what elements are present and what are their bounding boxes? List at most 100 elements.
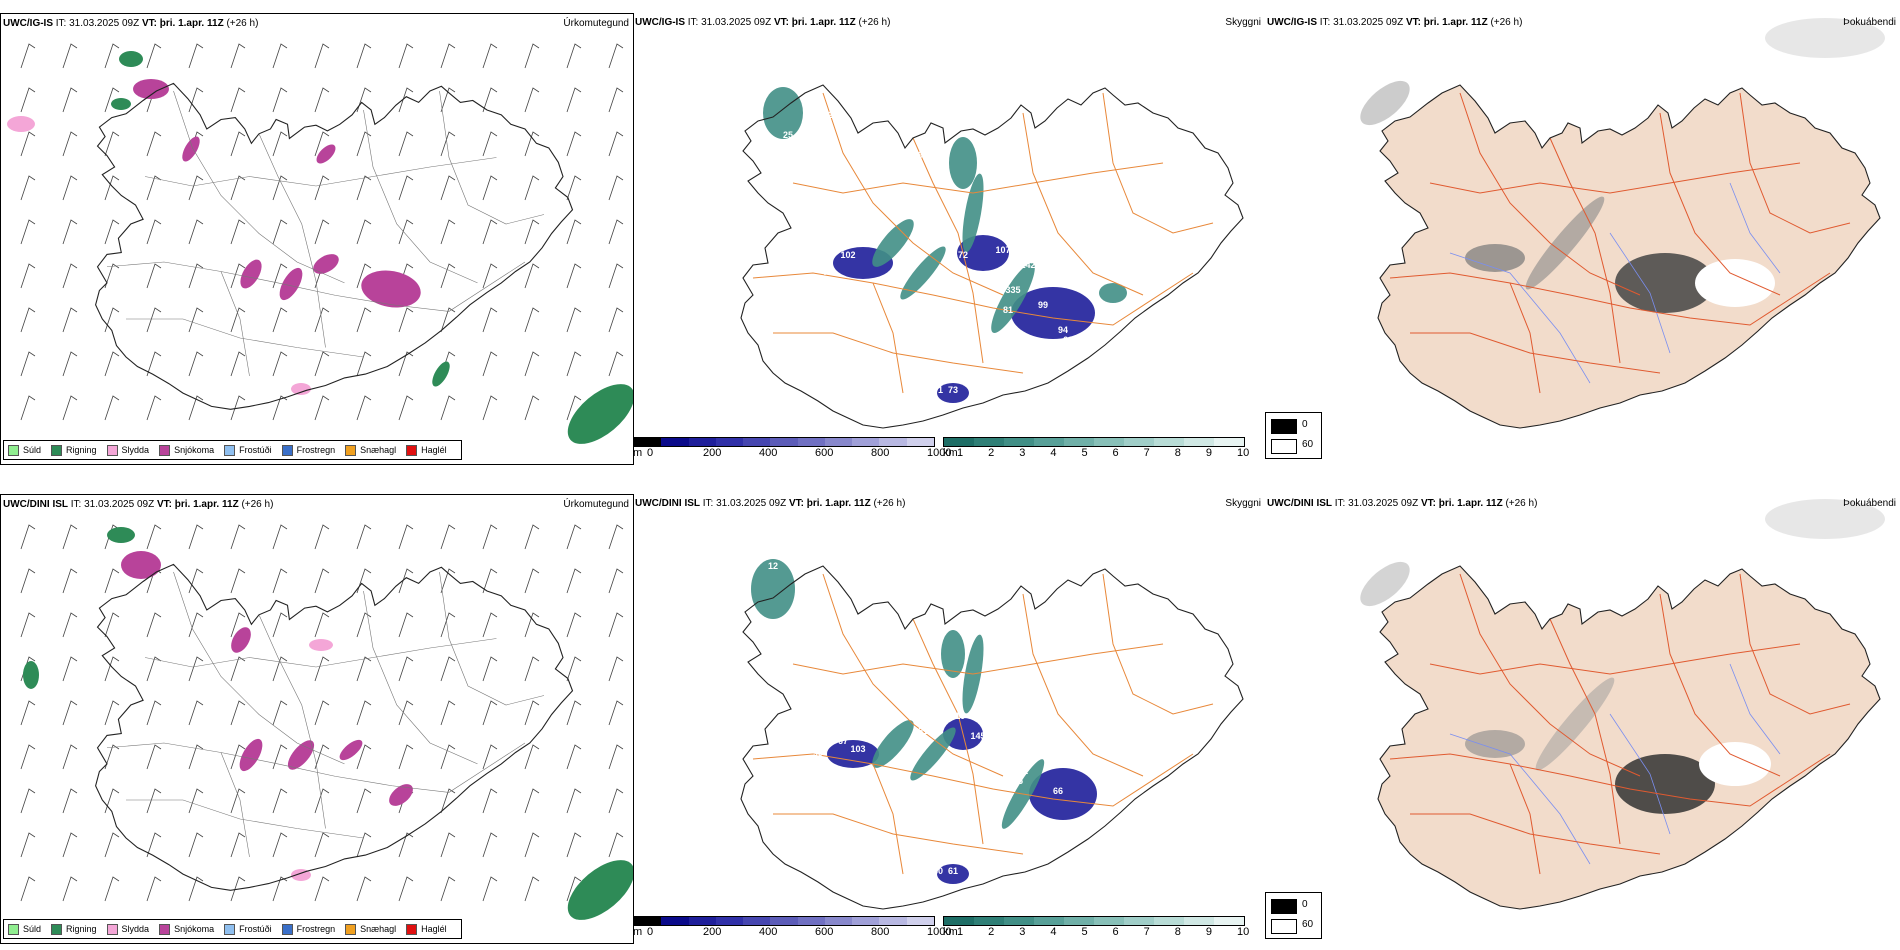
colorbar-tick: 600 [815,447,834,459]
wind-barb [62,524,78,550]
visibility-value-label: 26 [918,175,928,185]
field-area [941,630,965,678]
road-line [106,742,526,793]
wind-barb [440,612,456,638]
colorbar-segment [715,438,744,446]
panel-title: Úrkomutegund [563,499,629,510]
visibility-value-label: 12 [768,561,778,571]
wind-barb [188,832,204,858]
field-area [313,254,339,274]
visibility-colorbar: km 1 2 3 4 5 6 7 8 9 10 [943,916,1249,940]
colorbar-unit: m [633,447,643,459]
wind-barb [314,131,330,157]
wind-barb [104,307,120,333]
wind-barb [188,263,204,289]
wind-barb [314,832,330,858]
visibility-value-label: 145 [970,731,985,741]
wind-barb [524,87,540,113]
field-area [291,383,311,395]
wind-barb [146,700,162,726]
wind-barb [272,351,288,377]
wind-barb [314,87,330,113]
wind-barb [62,87,78,113]
fog-legend-swatch [1271,899,1297,914]
visibility-panel-1: 102 78 89 72 107 142 335 81 99 94 66 73 71 71 166 29 26 2… [633,13,1265,463]
legend-label: Súld [23,445,42,455]
wind-barb [356,87,372,113]
road-line [1549,137,1621,364]
legend-swatch [8,923,19,935]
colorbar-segment [824,438,853,446]
wind-barb [356,832,372,858]
road-line [106,261,526,312]
legend-swatch [281,444,293,456]
wind-barb [272,175,288,201]
river-line [1449,252,1591,384]
wind-barb [20,788,36,814]
colorbar-tick: 7 [1143,926,1150,938]
wind-barb [104,700,120,726]
road-line [773,332,1024,374]
road-line [752,272,1194,326]
wind-barb [188,524,204,550]
panel-header: UWC/DINI ISL IT: 31.03.2025 09Z VT: þri.… [3,499,274,510]
field-area [287,740,315,770]
wind-barb [356,131,372,157]
legend-label: Haglél [421,924,447,934]
wind-barb [230,263,246,289]
colorbar-segment [1124,917,1154,925]
legend-swatch [224,444,236,456]
colorbar-tick: 7 [1143,447,1150,459]
panel-title: Skyggni [1225,498,1261,509]
wind-barb [62,832,78,858]
colorbar-segment [770,438,798,446]
wind-barb [440,700,456,726]
visibility-value-label: 60 [933,866,943,876]
field-area [231,627,251,653]
ceiling-colorbar: m 0 200 400 600 800 1000 [633,437,951,461]
wind-barb [62,351,78,377]
colorbar-segment [1214,438,1244,446]
road-line [126,318,364,358]
wind-barb [62,263,78,289]
colorbar-segment [1184,438,1214,446]
colorbar-tick: 600 [815,926,834,938]
wind-barb [482,832,498,858]
wind-barb [188,351,204,377]
colorbar-segment [824,917,853,925]
wind-barb [440,219,456,245]
road-line [822,92,1004,296]
wind-barb [398,656,414,682]
legend-item: Súld [8,923,41,935]
field-area [339,739,363,761]
wind-barb [104,263,120,289]
legend-swatch [159,444,171,456]
colorbar-tick: 800 [871,926,890,938]
wind-barb [608,612,624,638]
valid-time: þri. 1.apr. 11Z [159,18,224,29]
visibility-panel-2: 67 103 99 61 119 145 89 91 75 66 60 61 27 12 12 UWC/DI… [633,494,1265,944]
road-line [1739,92,1851,234]
visibility-value-label: 12 [783,626,793,636]
colorbar-segment [661,917,689,925]
wind-barb [146,744,162,770]
wind-barb [272,87,288,113]
wind-barb [20,351,36,377]
wind-barb [440,307,456,333]
wind-barb [356,744,372,770]
field-area [1029,768,1097,820]
wind-barb [146,524,162,550]
field-area [1465,244,1525,272]
visibility-value-label: 71 [933,385,943,395]
wind-barb [356,700,372,726]
road-line [144,638,497,668]
wind-barb [272,612,288,638]
wind-barb [20,307,36,333]
lead-time: (+26 h) [226,18,259,29]
road-line [1429,643,1801,675]
wind-barb [482,263,498,289]
legend-item: Haglél [406,923,447,935]
wind-barb [356,175,372,201]
wind-barb [608,263,624,289]
